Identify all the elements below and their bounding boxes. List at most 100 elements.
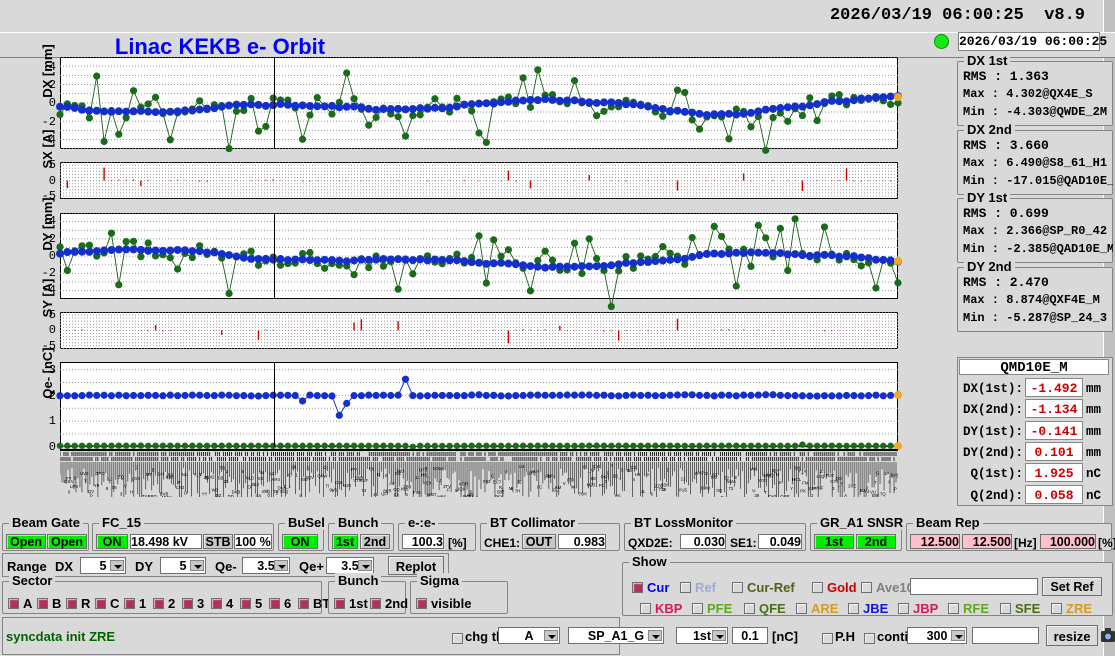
svg-text:4K: 4K	[373, 492, 378, 497]
svg-text:E: E	[385, 473, 388, 478]
svg-text:1Q9: 1Q9	[457, 486, 466, 491]
svg-text:1P: 1P	[884, 471, 889, 476]
svg-text:A: A	[647, 472, 650, 477]
svg-text:XS: XS	[258, 476, 264, 481]
svg-text:FM: FM	[802, 480, 809, 485]
svg-text:U4: U4	[519, 464, 525, 469]
svg-text:CH2: CH2	[176, 485, 185, 490]
svg-text:0C: 0C	[537, 484, 543, 489]
svg-text:C: C	[491, 473, 494, 478]
svg-text:N1: N1	[182, 472, 188, 477]
svg-text:QAW: QAW	[317, 473, 328, 478]
svg-text:P: P	[894, 487, 897, 492]
svg-text:Z: Z	[820, 469, 823, 474]
svg-text:25: 25	[224, 479, 229, 484]
svg-text:HJ0: HJ0	[343, 483, 351, 488]
svg-text:UVZ: UVZ	[80, 471, 89, 476]
svg-text:V: V	[563, 481, 566, 486]
svg-text:8: 8	[511, 486, 514, 491]
svg-text:Z: Z	[667, 468, 670, 473]
svg-text:8Z: 8Z	[712, 473, 717, 478]
svg-text:3: 3	[120, 492, 123, 497]
svg-text:T: T	[84, 478, 87, 483]
svg-text:1UW: 1UW	[700, 486, 710, 491]
svg-text:FC: FC	[599, 483, 605, 488]
svg-text:C: C	[621, 467, 624, 472]
svg-text:DKB: DKB	[232, 489, 241, 494]
svg-text:HOL: HOL	[792, 477, 801, 482]
svg-text:HB_: HB_	[421, 472, 430, 477]
svg-text:94I: 94I	[158, 471, 164, 476]
svg-text:GS: GS	[134, 476, 140, 481]
svg-text:AR4: AR4	[271, 477, 280, 482]
svg-text:TB: TB	[220, 466, 226, 471]
svg-text:4: 4	[633, 477, 636, 482]
svg-text:Y: Y	[611, 463, 614, 468]
svg-text:EC7: EC7	[493, 479, 502, 484]
svg-text:MNF: MNF	[814, 485, 824, 490]
svg-text:0: 0	[505, 469, 508, 474]
svg-text:41Q: 41Q	[816, 474, 825, 479]
svg-text:PV: PV	[351, 467, 357, 472]
svg-text:RUF: RUF	[359, 478, 368, 483]
svg-text:XPO: XPO	[148, 494, 158, 497]
svg-text:D: D	[377, 472, 380, 477]
svg-text:T: T	[874, 480, 877, 485]
svg-text:X: X	[888, 480, 891, 485]
svg-text:T_1: T_1	[283, 484, 291, 489]
svg-text:HS: HS	[615, 493, 621, 497]
svg-text:MBS: MBS	[437, 494, 446, 497]
svg-text:A: A	[844, 493, 847, 497]
svg-text:75: 75	[517, 480, 522, 485]
svg-text:DZ: DZ	[216, 493, 222, 497]
svg-text:ZB9: ZB9	[403, 484, 411, 489]
svg-text:P: P	[90, 493, 93, 496]
svg-text:KEX: KEX	[423, 481, 432, 486]
svg-text:0OW: 0OW	[433, 466, 444, 471]
svg-text:73: 73	[728, 486, 733, 491]
svg-text:39: 39	[754, 493, 759, 497]
svg-text:8E: 8E	[591, 476, 596, 481]
svg-text:Y: Y	[790, 486, 793, 491]
svg-text:U: U	[184, 491, 187, 496]
svg-text:WN7: WN7	[694, 470, 704, 475]
svg-text:6: 6	[651, 491, 654, 496]
svg-text:R37: R37	[826, 473, 834, 478]
svg-text:8: 8	[74, 475, 77, 480]
svg-text:_B: _B	[895, 473, 898, 478]
svg-text:6K: 6K	[369, 466, 374, 471]
svg-text:Y: Y	[331, 488, 334, 493]
svg-text:T: T	[425, 466, 428, 471]
svg-text:S: S	[405, 492, 408, 497]
svg-text:7H: 7H	[515, 489, 521, 494]
svg-text:M23: M23	[587, 483, 596, 488]
svg-text:0O: 0O	[836, 476, 842, 481]
svg-text:U: U	[776, 472, 779, 477]
svg-text:NLO: NLO	[246, 476, 255, 481]
svg-text:SB: SB	[218, 476, 224, 481]
svg-text:AV: AV	[389, 481, 395, 486]
svg-text:98: 98	[291, 464, 296, 469]
svg-text:74: 74	[361, 488, 366, 493]
svg-text:8EJ: 8EJ	[252, 482, 259, 487]
svg-text:0Q: 0Q	[716, 488, 722, 493]
svg-text:CQ: CQ	[393, 487, 400, 492]
svg-text:7SQ: 7SQ	[279, 489, 288, 494]
svg-text:1: 1	[605, 479, 608, 484]
svg-text:_FX: _FX	[390, 493, 399, 497]
svg-text:KM: KM	[555, 485, 562, 490]
svg-text:JI: JI	[778, 480, 781, 485]
svg-text:1: 1	[295, 472, 298, 477]
svg-text:PK: PK	[800, 488, 806, 493]
svg-text:F: F	[200, 473, 203, 478]
svg-text:H4: H4	[635, 472, 641, 477]
svg-text:6: 6	[242, 469, 245, 474]
svg-text:9: 9	[307, 465, 310, 470]
svg-text:9: 9	[607, 470, 610, 475]
svg-text:YY: YY	[202, 491, 208, 496]
svg-text:3QV: 3QV	[305, 475, 314, 480]
svg-text:P: P	[299, 493, 302, 497]
svg-text:RJ: RJ	[168, 473, 173, 478]
svg-text:Q: Q	[720, 495, 724, 497]
svg-text:DD_: DD_	[228, 494, 237, 497]
